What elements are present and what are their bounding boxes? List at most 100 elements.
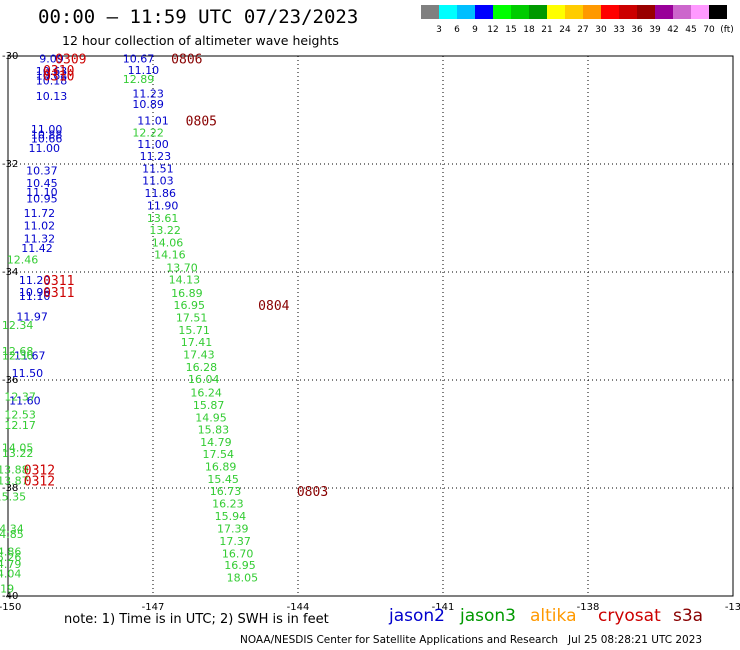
data-value: 17.54	[203, 448, 235, 461]
legend-label: 45	[685, 25, 697, 35]
data-value: 14.34	[0, 523, 24, 536]
data-value: 11.03	[142, 175, 174, 188]
data-value: 11.00	[137, 138, 169, 151]
data-value: 11.10	[26, 186, 58, 199]
data-value: 11.97	[16, 310, 48, 323]
time-label: 0312	[24, 464, 55, 479]
x-tick-label: -138	[577, 602, 600, 613]
data-value: 17.41	[181, 336, 213, 349]
x-tick-label: -13	[725, 602, 740, 613]
time-label: 0310	[43, 69, 74, 84]
data-value: 10.88	[31, 128, 63, 141]
time-label: 0804	[258, 299, 289, 314]
data-value: 11.00	[29, 142, 61, 155]
data-value: 14.05	[2, 442, 34, 455]
data-value: 10.96	[19, 286, 51, 299]
legend-label: 39	[649, 25, 661, 35]
data-value: 11.42	[21, 242, 53, 255]
data-value: 12.46	[7, 254, 39, 267]
legend-swatch	[583, 5, 601, 19]
data-value: 9.09	[39, 53, 64, 66]
legend-label: 21	[541, 25, 553, 35]
legend-label: 33	[613, 25, 625, 35]
data-value: 14.13	[169, 274, 201, 287]
legend-label: 9	[472, 25, 478, 35]
data-value: 15.26	[0, 551, 21, 564]
data-value: 14.79	[0, 558, 21, 571]
time-label: 0309	[55, 53, 86, 68]
data-value: 16.28	[186, 361, 218, 374]
legend-swatch	[547, 5, 565, 19]
satellite-label-cryosat: cryosat	[598, 606, 661, 626]
legend-swatch	[457, 5, 475, 19]
data-value: 12.34	[2, 319, 34, 332]
data-value: 12.37	[4, 391, 36, 404]
footer-credit: NOAA/NESDIS Center for Satellite Applica…	[240, 634, 703, 646]
data-value: 13.88	[0, 464, 29, 477]
data-value: 16.89	[171, 287, 203, 300]
time-label: 0803	[297, 485, 328, 500]
y-tick-label: -38	[2, 483, 18, 494]
legend-label: 36	[631, 25, 643, 35]
legend-swatch	[493, 5, 511, 19]
data-value: 14.19	[0, 582, 14, 595]
legend-label: 6	[454, 25, 460, 35]
data-value: 11.02	[24, 220, 56, 233]
data-value: 10.45	[26, 177, 58, 190]
data-value: 14.79	[200, 436, 232, 449]
x-tick-label: -150	[0, 602, 21, 613]
chart-subtitle: 12 hour collection of altimeter wave hei…	[62, 33, 339, 48]
data-value: 12.68	[2, 345, 34, 358]
satellite-label-jason2: jason2	[389, 606, 445, 626]
x-tick-label: -144	[287, 602, 310, 613]
data-value: 11.72	[24, 207, 56, 220]
legend-label: 42	[667, 25, 679, 35]
data-value: 14.04	[0, 567, 21, 580]
y-tick-label: -40	[2, 591, 18, 602]
data-value: 11.90	[147, 200, 179, 213]
legend-swatch	[529, 5, 547, 19]
data-value: 14.85	[0, 528, 24, 541]
data-value: 11.00	[31, 123, 63, 136]
data-value: 10.13	[36, 90, 68, 103]
data-value: 10.63	[36, 65, 68, 78]
time-label: 0311	[43, 286, 74, 301]
legend-swatch	[619, 5, 637, 19]
legend-label: 27	[577, 25, 589, 35]
legend-swatch	[637, 5, 655, 19]
data-value: 12.36	[2, 350, 34, 363]
data-value: 11.10	[128, 64, 160, 77]
plot-frame	[7, 55, 734, 597]
data-value: 10.89	[132, 98, 164, 111]
data-value: 15.83	[198, 424, 230, 437]
data-value: 11.51	[142, 162, 174, 175]
data-value: 15.94	[215, 510, 247, 523]
data-value: 13.22	[2, 447, 34, 460]
data-value: 14.86	[0, 546, 21, 559]
legend-swatch	[511, 5, 529, 19]
legend-label: 30	[595, 25, 607, 35]
data-value: 12.89	[123, 73, 155, 86]
legend-label: 12	[487, 25, 499, 35]
data-value: 11.67	[14, 350, 46, 363]
data-value: 15.45	[207, 473, 239, 486]
data-value: 14.06	[152, 236, 184, 249]
data-value: 10.64	[36, 69, 68, 82]
data-value: 15.35	[0, 491, 26, 504]
time-label: 0311	[43, 274, 74, 289]
legend-label: 24	[559, 25, 571, 35]
data-value: 16.89	[205, 460, 237, 473]
data-value: 12.22	[132, 127, 164, 140]
satellite-label-jason3: jason3	[460, 606, 516, 626]
data-value: 11.01	[137, 114, 169, 127]
x-tick-label: -147	[142, 602, 165, 613]
data-value: 13.22	[149, 224, 181, 237]
data-value: 11.23	[140, 150, 172, 163]
legend-swatch	[673, 5, 691, 19]
data-value: 14.16	[154, 249, 186, 262]
data-value: 11.60	[9, 395, 41, 408]
data-value: 13.87	[0, 474, 29, 487]
data-value: 16.24	[190, 386, 222, 399]
y-tick-label: -32	[2, 159, 18, 170]
